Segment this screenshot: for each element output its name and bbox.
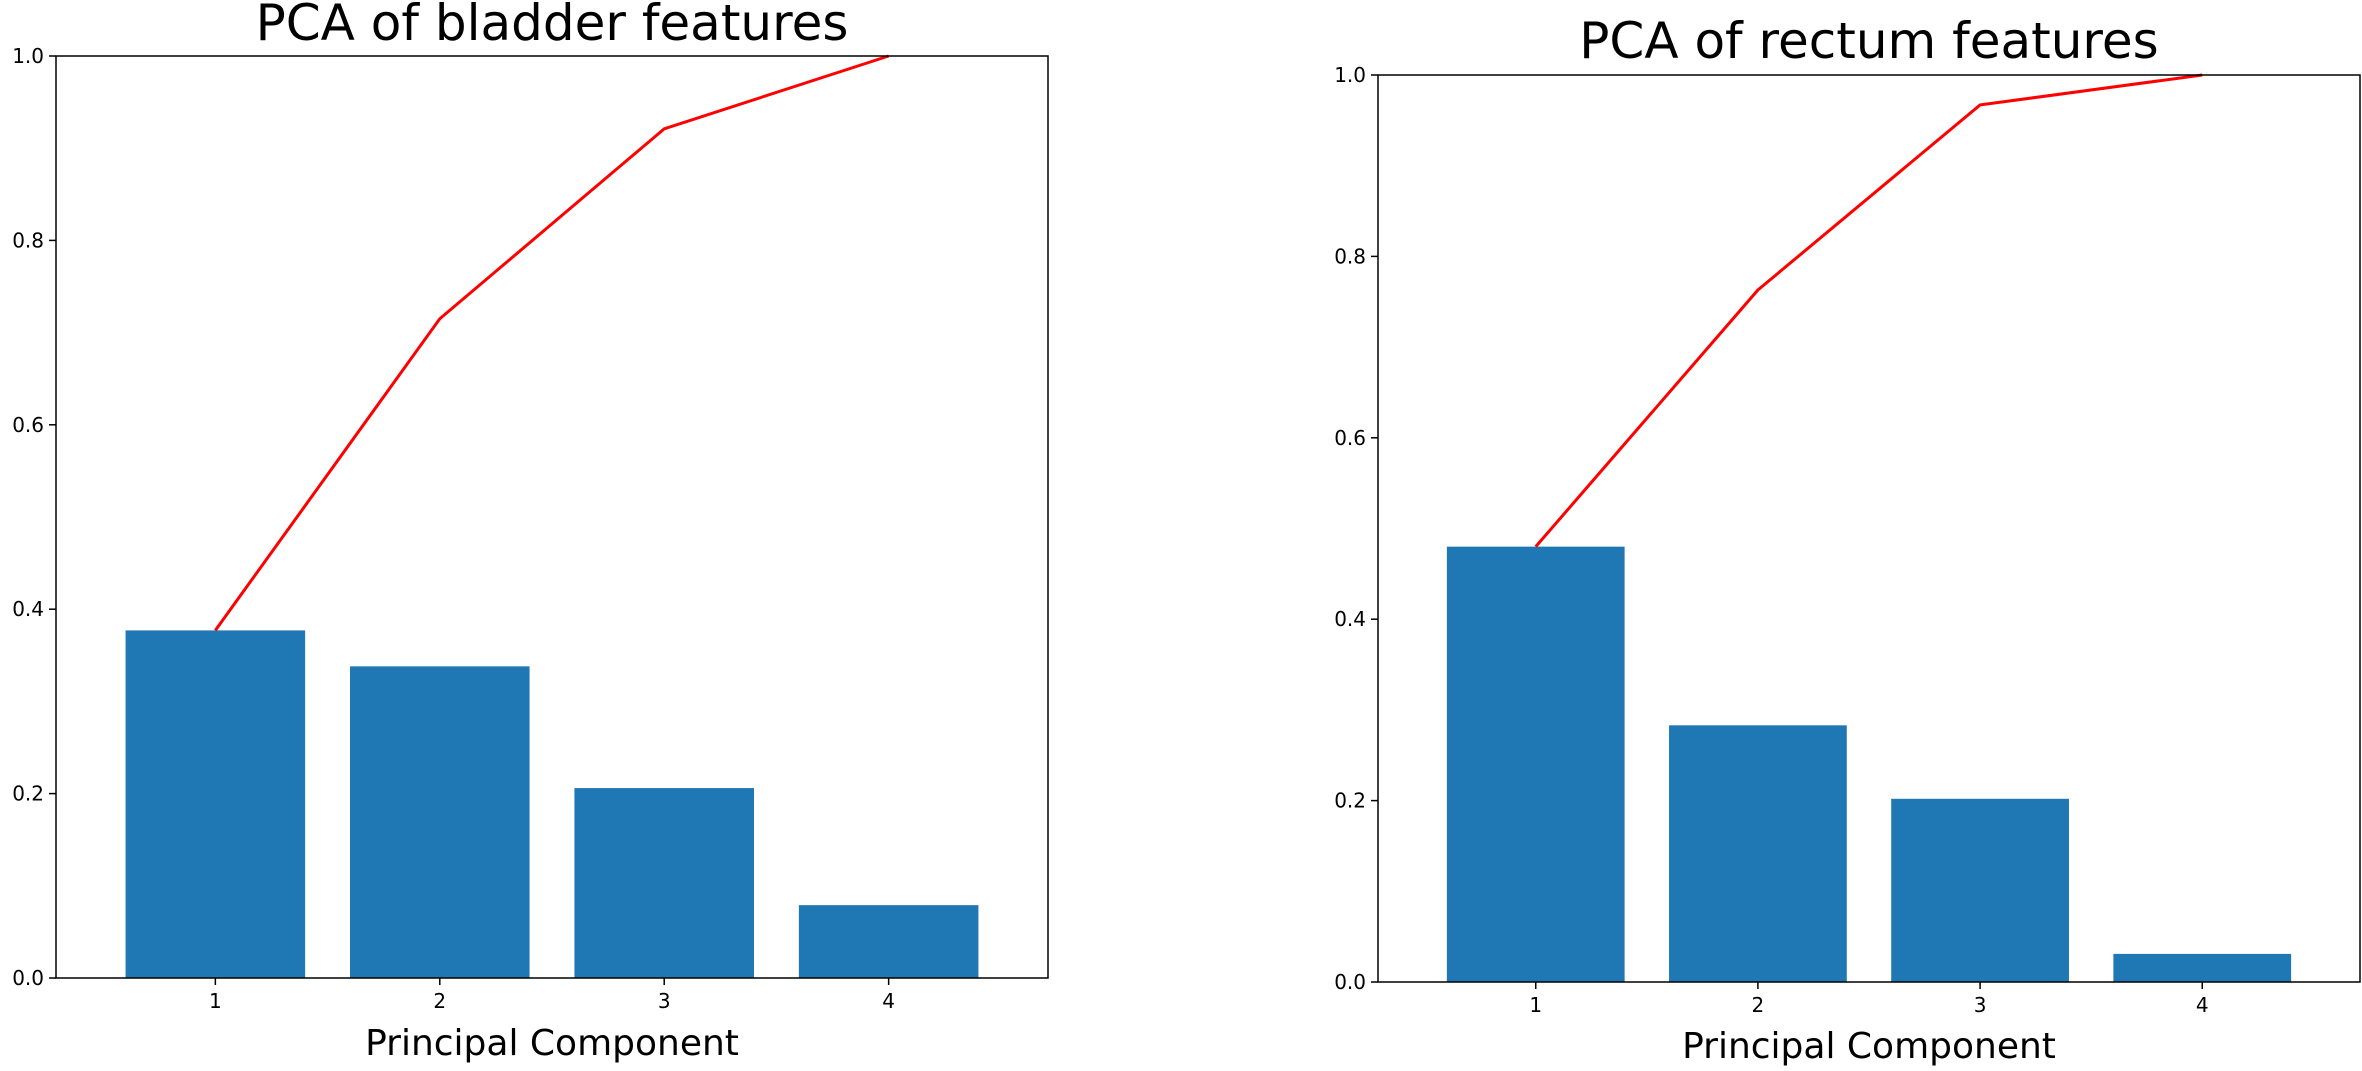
x-tick-label: 4 — [2196, 993, 2209, 1017]
x-tick-label: 2 — [433, 989, 446, 1013]
chart-title: PCA of bladder features — [256, 0, 849, 52]
axes-frame — [1377, 74, 2361, 983]
x-tick-label: 2 — [1752, 993, 1765, 1017]
cumulative-variance-line — [1534, 73, 2203, 548]
y-tick-label: 1.0 — [12, 44, 44, 68]
bar-pc2 — [1669, 725, 1847, 982]
x-tick-label: 3 — [1974, 993, 1987, 1017]
x-axis-label: Principal Component — [365, 1023, 739, 1064]
bar-pc4 — [798, 905, 979, 978]
bar-pc4 — [2113, 953, 2292, 982]
chart-bladder: PCA of bladder features Principal Compon… — [12, 0, 1049, 1064]
y-tick-label: 0.8 — [12, 228, 44, 252]
axes-frame — [55, 55, 1049, 979]
y-tick-label: 0.0 — [1334, 970, 1366, 994]
y-tick-label: 0.4 — [12, 597, 44, 621]
x-tick-label: 1 — [209, 989, 222, 1013]
y-tick-label: 0.8 — [1334, 244, 1366, 268]
y-tick-label: 0.0 — [12, 966, 44, 990]
y-tick-label: 0.6 — [1334, 426, 1366, 450]
cumulative-variance-line — [214, 54, 890, 632]
x-axis-label: Principal Component — [1682, 1026, 2056, 1067]
bar-pc3 — [574, 788, 754, 978]
bar-pc2 — [350, 666, 530, 978]
x-tick-label: 1 — [1529, 993, 1542, 1017]
bar-pc3 — [1891, 798, 2069, 982]
bar-pc1 — [125, 630, 306, 978]
y-tick-label: 0.2 — [12, 782, 44, 806]
bar-pc1 — [1446, 546, 1625, 982]
x-tick-label: 4 — [882, 989, 895, 1013]
y-tick-label: 0.4 — [1334, 607, 1366, 631]
chart-title: PCA of rectum features — [1579, 12, 2158, 70]
x-tick-label: 3 — [658, 989, 671, 1013]
y-tick-label: 0.2 — [1334, 789, 1366, 813]
chart-rectum: PCA of rectum features Principal Compone… — [1334, 12, 2361, 1067]
y-tick-label: 1.0 — [1334, 63, 1366, 87]
y-tick-label: 0.6 — [12, 413, 44, 437]
